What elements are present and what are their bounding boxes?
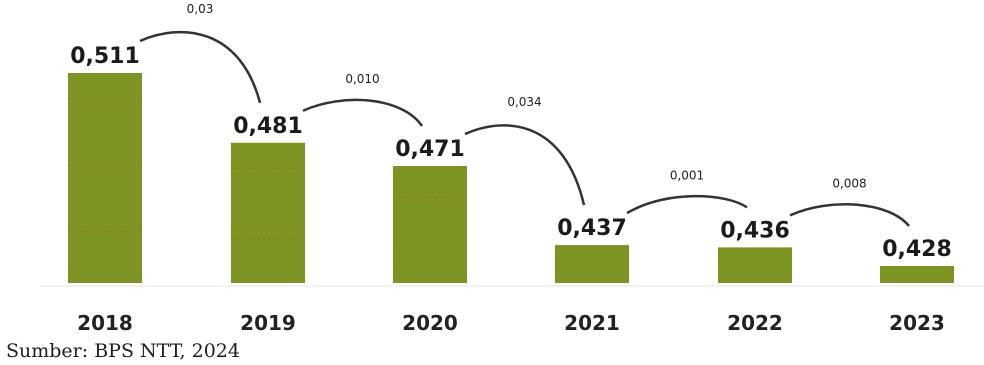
value-label-2018: 0,511 — [70, 44, 140, 69]
value-label-2020: 0,471 — [395, 137, 465, 162]
value-label-2021: 0,437 — [557, 216, 627, 241]
change-arc-2021-2022 — [626, 194, 748, 215]
bars-group — [68, 73, 954, 283]
bar-2020 — [393, 166, 467, 283]
bar-2018 — [68, 73, 142, 283]
change-arc-2020-2021 — [464, 124, 586, 206]
value-label-2019: 0,481 — [233, 114, 303, 139]
bar-2022 — [718, 247, 792, 283]
year-label-2023: 2023 — [889, 311, 945, 335]
year-label-2021: 2021 — [564, 311, 620, 335]
bar-2023 — [880, 266, 954, 283]
bar-2019 — [231, 142, 305, 283]
year-labels-group: 2018 2019 2020 2021 2022 2023 — [77, 311, 945, 335]
value-label-2023: 0,428 — [882, 237, 952, 262]
value-label-2022: 0,436 — [720, 218, 790, 243]
year-label-2019: 2019 — [240, 311, 296, 335]
change-label-2018-2019: 0,03 — [187, 2, 214, 16]
year-label-2020: 2020 — [402, 311, 458, 335]
change-arc-2018-2019 — [139, 30, 262, 104]
change-arcs-group: 0,03 0,010 0,034 0,001 0,008 — [139, 2, 910, 227]
change-label-2020-2021: 0,034 — [507, 95, 541, 109]
bar-2021 — [555, 245, 629, 283]
year-label-2018: 2018 — [77, 311, 133, 335]
change-label-2021-2022: 0,001 — [670, 168, 704, 182]
change-arc-2022-2023 — [789, 203, 910, 227]
year-label-2022: 2022 — [727, 311, 783, 335]
change-arc-2019-2020 — [302, 98, 424, 127]
value-labels-group: 0,511 0,481 0,471 0,437 0,436 0,428 — [70, 44, 952, 262]
source-note: Sumber: BPS NTT, 2024 — [6, 340, 240, 362]
change-label-2022-2023: 0,008 — [832, 176, 866, 190]
change-label-2019-2020: 0,010 — [345, 72, 379, 86]
